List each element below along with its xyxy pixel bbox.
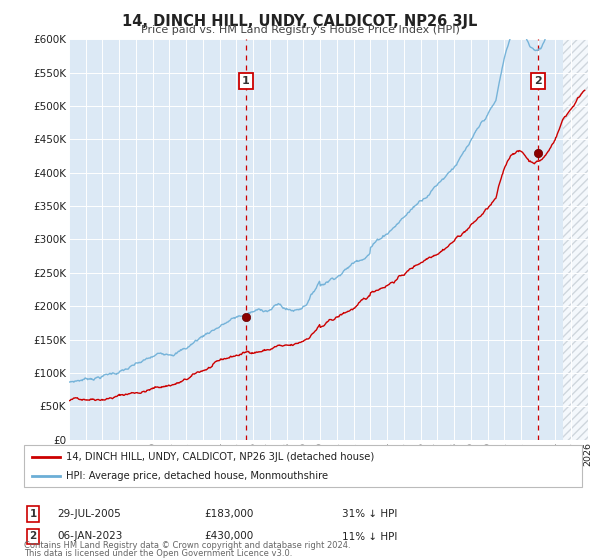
Text: 1: 1 bbox=[29, 509, 37, 519]
Text: £430,000: £430,000 bbox=[204, 531, 253, 542]
Text: 2: 2 bbox=[29, 531, 37, 542]
Text: 1: 1 bbox=[242, 76, 250, 86]
Text: 11% ↓ HPI: 11% ↓ HPI bbox=[342, 531, 397, 542]
FancyBboxPatch shape bbox=[24, 445, 582, 487]
Text: This data is licensed under the Open Government Licence v3.0.: This data is licensed under the Open Gov… bbox=[24, 549, 292, 558]
Text: Contains HM Land Registry data © Crown copyright and database right 2024.: Contains HM Land Registry data © Crown c… bbox=[24, 541, 350, 550]
Text: 14, DINCH HILL, UNDY, CALDICOT, NP26 3JL (detached house): 14, DINCH HILL, UNDY, CALDICOT, NP26 3JL… bbox=[66, 451, 374, 461]
Text: £183,000: £183,000 bbox=[204, 509, 253, 519]
Text: 14, DINCH HILL, UNDY, CALDICOT, NP26 3JL: 14, DINCH HILL, UNDY, CALDICOT, NP26 3JL bbox=[122, 14, 478, 29]
Bar bbox=[563, 39, 588, 440]
Text: 29-JUL-2005: 29-JUL-2005 bbox=[57, 509, 121, 519]
Text: 31% ↓ HPI: 31% ↓ HPI bbox=[342, 509, 397, 519]
Text: Price paid vs. HM Land Registry's House Price Index (HPI): Price paid vs. HM Land Registry's House … bbox=[140, 25, 460, 35]
Text: 2: 2 bbox=[534, 76, 542, 86]
Text: 06-JAN-2023: 06-JAN-2023 bbox=[57, 531, 122, 542]
Text: HPI: Average price, detached house, Monmouthshire: HPI: Average price, detached house, Monm… bbox=[66, 471, 328, 481]
